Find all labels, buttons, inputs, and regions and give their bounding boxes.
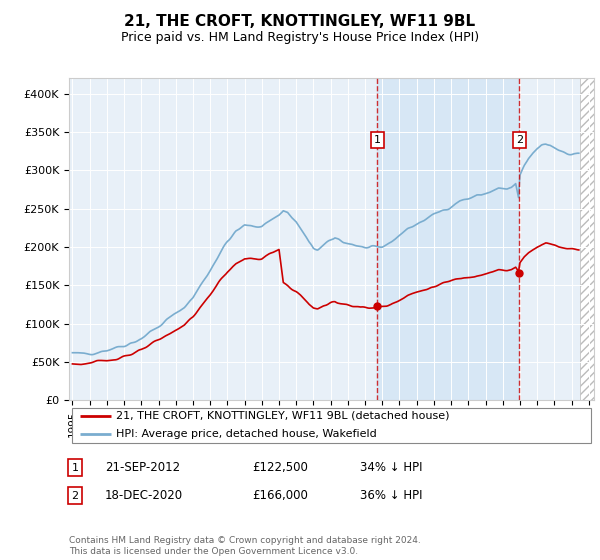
Text: 2: 2	[516, 135, 523, 144]
Text: Price paid vs. HM Land Registry's House Price Index (HPI): Price paid vs. HM Land Registry's House …	[121, 31, 479, 44]
Text: 1: 1	[374, 135, 381, 144]
Text: HPI: Average price, detached house, Wakefield: HPI: Average price, detached house, Wake…	[116, 429, 377, 439]
Text: £166,000: £166,000	[252, 489, 308, 502]
Bar	[377, 78, 519, 400]
Bar	[580, 78, 600, 400]
Text: 34% ↓ HPI: 34% ↓ HPI	[360, 461, 422, 474]
Text: 21-SEP-2012: 21-SEP-2012	[105, 461, 180, 474]
Text: Contains HM Land Registry data © Crown copyright and database right 2024.
This d: Contains HM Land Registry data © Crown c…	[69, 536, 421, 556]
Text: £122,500: £122,500	[252, 461, 308, 474]
Text: 21, THE CROFT, KNOTTINGLEY, WF11 9BL (detached house): 21, THE CROFT, KNOTTINGLEY, WF11 9BL (de…	[116, 411, 450, 421]
Text: 1: 1	[71, 463, 79, 473]
Text: 21, THE CROFT, KNOTTINGLEY, WF11 9BL: 21, THE CROFT, KNOTTINGLEY, WF11 9BL	[124, 14, 476, 29]
Text: 18-DEC-2020: 18-DEC-2020	[105, 489, 183, 502]
Text: 36% ↓ HPI: 36% ↓ HPI	[360, 489, 422, 502]
Text: 2: 2	[71, 491, 79, 501]
FancyBboxPatch shape	[71, 408, 592, 444]
